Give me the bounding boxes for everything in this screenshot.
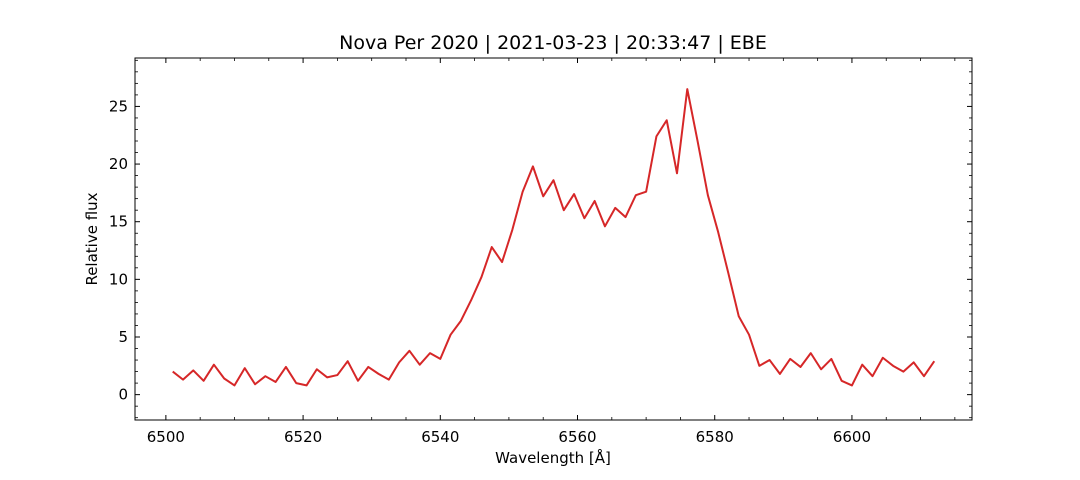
y-tick-label: 15 [109,213,128,231]
axis-ticks: 6500 6520 6540 6560 6580 6600 0 5 10 15 20 25 [109,58,972,446]
y-axis-label: Relative flux [83,192,101,285]
x-tick-label: 6540 [421,428,459,446]
x-tick-label: 6560 [558,428,596,446]
y-tick-label: 5 [118,328,128,346]
plot-frame [134,57,973,421]
x-tick-label: 6500 [147,428,185,446]
x-tick-label: 6520 [284,428,322,446]
series-line-0 [172,88,936,387]
y-tick-label: 20 [109,155,128,173]
x-tick-label: 6580 [696,428,734,446]
x-tick-label: 6600 [833,428,871,446]
x-axis-label: Wavelength [Å] [495,448,611,467]
y-tick-label: 0 [118,386,128,404]
y-tick-label: 25 [109,97,128,115]
plot-area [135,58,972,420]
y-tick-label: 10 [109,270,128,288]
chart-title: Nova Per 2020 | 2021-03-23 | 20:33:47 | … [339,32,767,54]
data-series [172,88,936,387]
